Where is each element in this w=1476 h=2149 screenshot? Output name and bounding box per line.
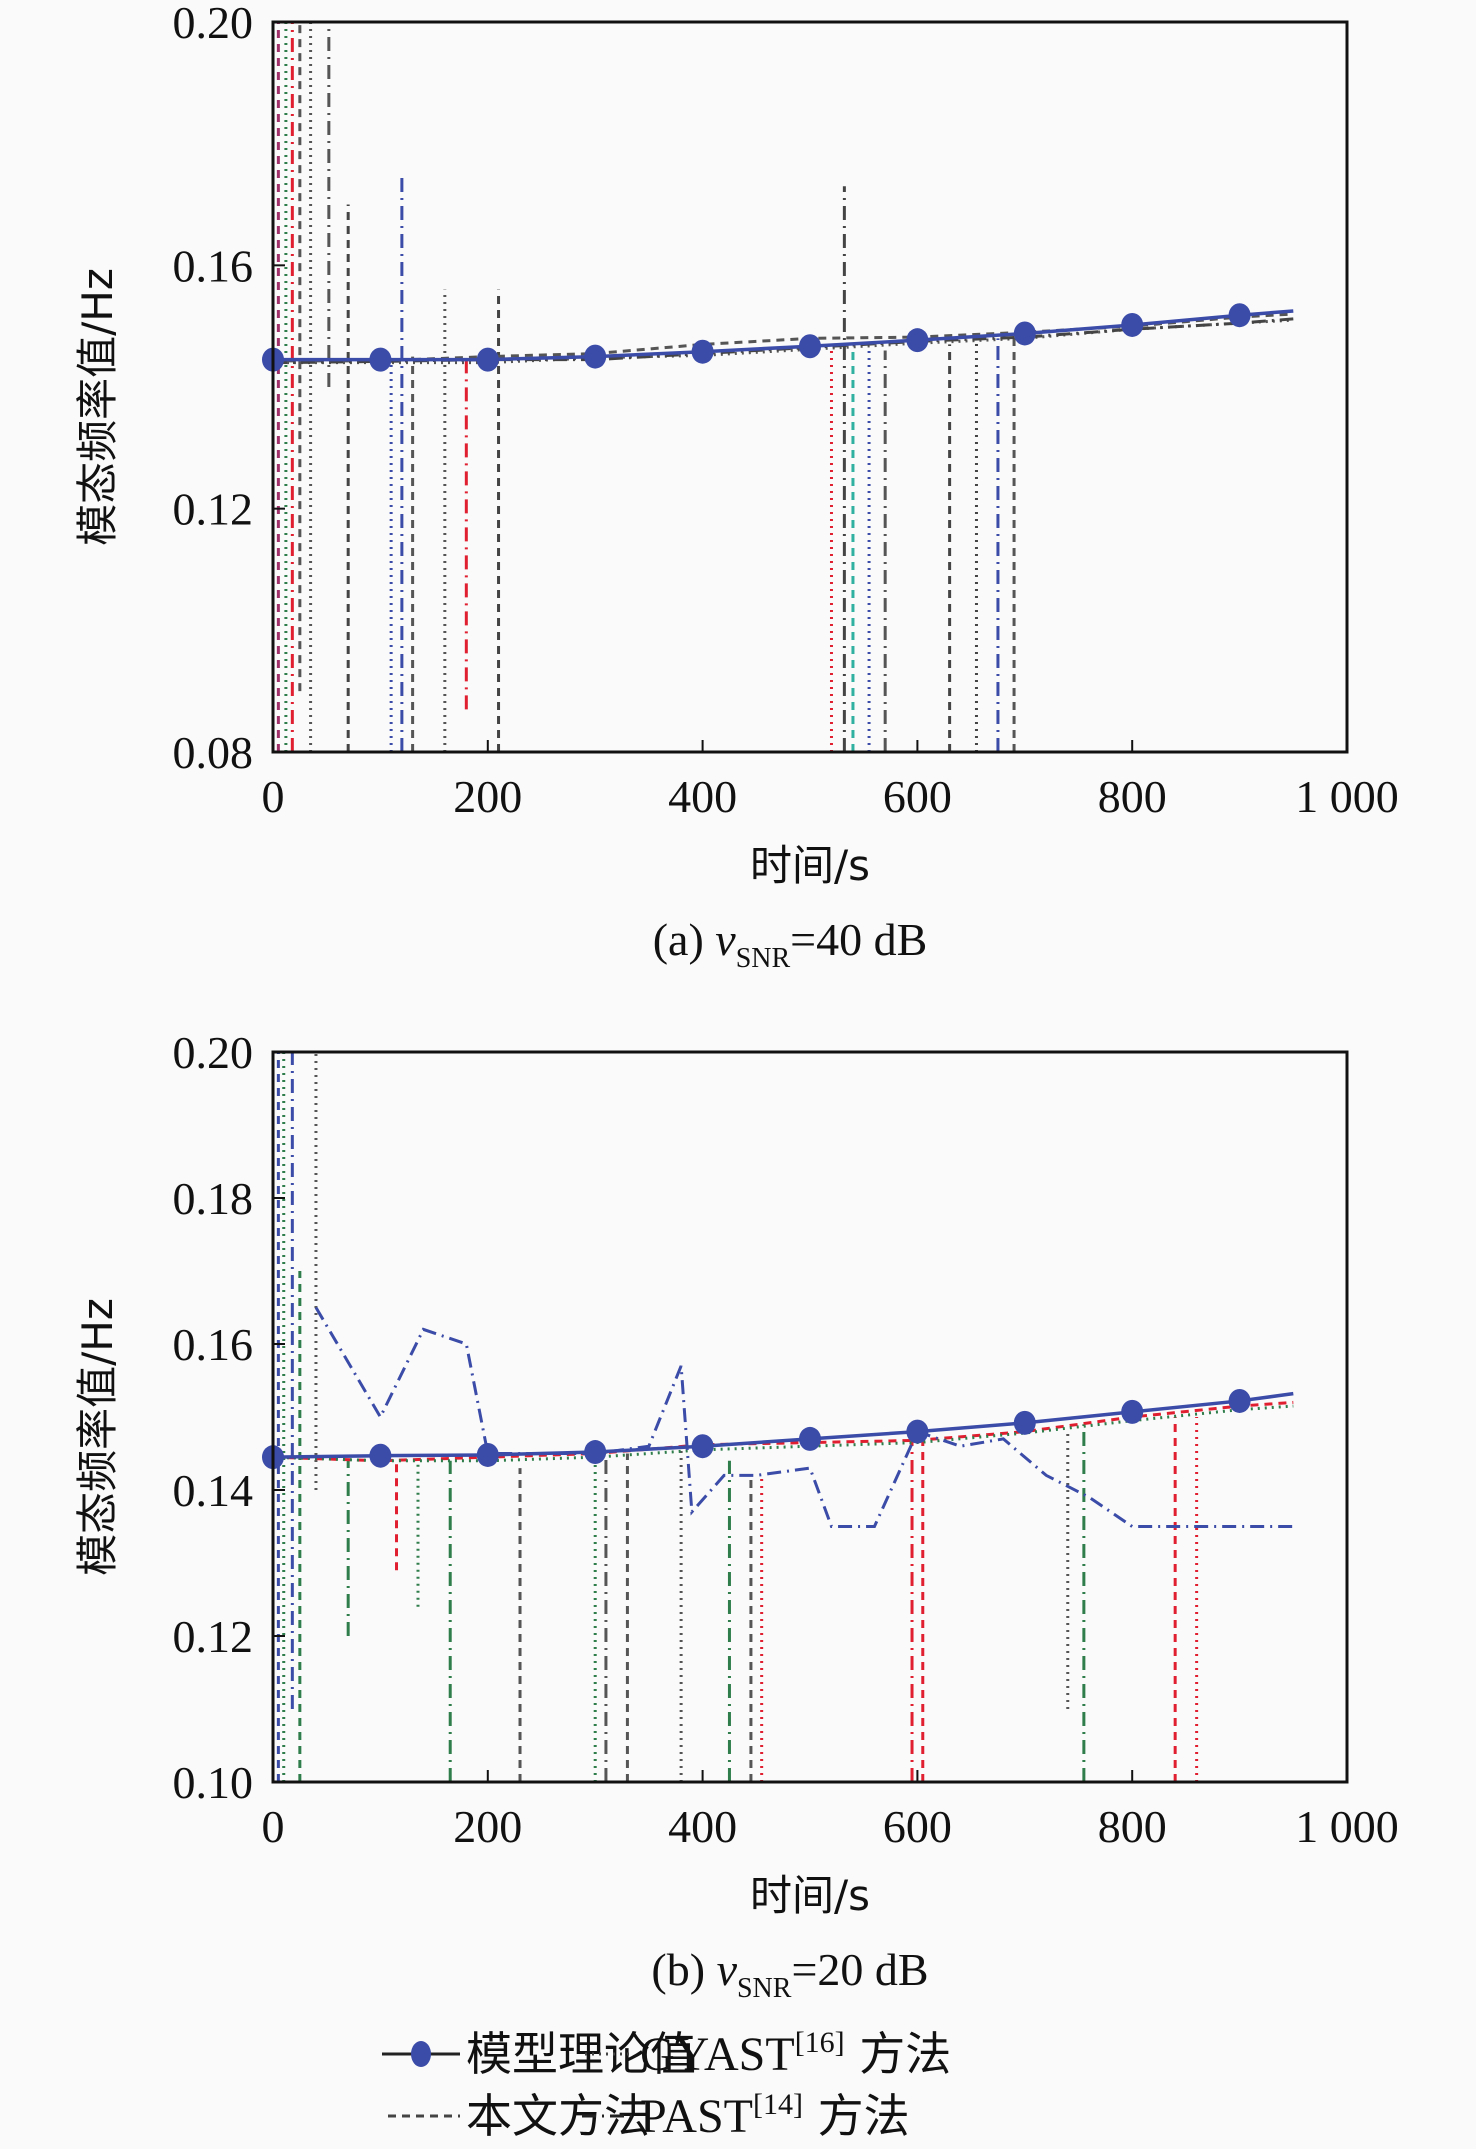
chart-a-xtick-label: 800 <box>1098 771 1167 822</box>
chart-a-xtick-label: 600 <box>883 771 952 822</box>
chart-a-model-point <box>691 339 714 364</box>
legend: 模型理论值 GYAST[16] 方法 本文方法 PAST[14] 方法 <box>382 2026 951 2143</box>
legend-label-gyast-sup: [16] <box>795 2026 845 2059</box>
chart-b-model-point <box>1121 1399 1144 1424</box>
chart-a-xlabel: 时间/s <box>750 841 870 890</box>
chart-b-series-past <box>314 1306 1294 1528</box>
legend-label-gyast-main: GYAST <box>640 2028 795 2081</box>
chart-b-model-point <box>799 1426 821 1451</box>
chart-a-model-point <box>1013 321 1036 346</box>
chart-a-ytick-label: 0.12 <box>173 484 254 535</box>
chart-a-xtick-label: 0 <box>262 771 285 822</box>
chart-b-ylabel: 模态频率值/Hz <box>73 1298 122 1576</box>
legend-label-past-main: PAST <box>640 2090 753 2143</box>
chart-b-model-point <box>906 1419 929 1444</box>
chart-b-ytick-label: 0.18 <box>173 1173 254 1224</box>
chart-b-model-point <box>476 1442 499 1467</box>
chart-a-xtick-label: 200 <box>453 771 522 822</box>
legend-marker-model <box>411 2041 431 2067</box>
chart-b-xtick-label: 200 <box>453 1801 522 1852</box>
chart-a-model-point <box>1228 303 1251 328</box>
chart-b-ytick-label: 0.12 <box>173 1611 254 1662</box>
chart-a-ytick-label: 0.08 <box>173 727 254 778</box>
chart-a-model-point <box>369 347 392 372</box>
chart-b-xtick-label: 800 <box>1098 1801 1167 1852</box>
chart-b-model-point <box>1228 1388 1251 1413</box>
chart-b-xtick-label: 600 <box>883 1801 952 1852</box>
chart-b-model-point <box>369 1443 392 1468</box>
chart-b-model-point <box>1013 1410 1036 1435</box>
chart-a-ylabel: 模态频率值/Hz <box>73 268 122 546</box>
chart-a-xtick-label: 400 <box>668 771 737 822</box>
chart-b-xtick-label: 400 <box>668 1801 737 1852</box>
chart-b-xlabel: 时间/s <box>750 1871 870 1920</box>
chart-b-ytick-label: 0.14 <box>173 1465 254 1516</box>
chart-a: 0 200 400 600 800 1 000 0.08 0.12 0.16 0.20 时间/s 模态… <box>73 0 1399 974</box>
legend-item-gyast: GYAST[16] 方法 <box>585 2026 951 2081</box>
chart-a-model-point <box>799 334 821 359</box>
chart-b-frame <box>271 1050 1349 1784</box>
legend-label-gyast: GYAST[16] 方法 <box>640 2026 951 2081</box>
chart-b-model-point <box>584 1440 607 1465</box>
chart-a-model-point <box>906 328 929 353</box>
chart-b-caption: (b) vSNR=20 dB <box>651 1944 928 2004</box>
chart-b-model-point <box>691 1434 714 1459</box>
legend-label-past-sup: [14] <box>753 2088 803 2121</box>
chart-a-frame <box>271 20 1349 754</box>
legend-item-model: 模型理论值 <box>382 2027 696 2081</box>
legend-label-past-cn: 方法 <box>803 2089 910 2143</box>
chart-b-series-model <box>273 1391 1294 1459</box>
chart-a-ytick-label: 0.20 <box>173 0 254 48</box>
chart-b: 0 200 400 600 800 1 000 0.10 0.12 0.14 0.16 0.18 0.… <box>73 1027 1399 2004</box>
chart-b-xtick-label: 0 <box>262 1801 285 1852</box>
chart-a-model-point <box>1121 312 1144 337</box>
chart-a-model-point <box>584 344 607 369</box>
chart-b-ytick-label: 0.10 <box>173 1757 254 1808</box>
legend-label-past: PAST[14] 方法 <box>640 2088 910 2143</box>
chart-b-ytick-label: 0.16 <box>173 1319 254 1370</box>
legend-label-model: 模型理论值 <box>466 2027 696 2081</box>
chart-a-xtick-label: 1 000 <box>1295 771 1399 822</box>
chart-b-series-gyast <box>273 1404 1294 1463</box>
chart-a-caption: (a) vSNR=40 dB <box>653 914 928 974</box>
chart-b-ytick-label: 0.20 <box>173 1027 254 1078</box>
chart-a-ytick-label: 0.16 <box>173 240 254 291</box>
legend-item-past: PAST[14] 方法 <box>582 2088 910 2143</box>
chart-a-series-gyast <box>273 318 1294 365</box>
chart-b-xtick-label: 1 000 <box>1295 1801 1399 1852</box>
chart-a-model-point <box>476 347 499 372</box>
chart-a-plot-area <box>273 22 1294 752</box>
legend-label-gyast-cn: 方法 <box>845 2027 952 2081</box>
